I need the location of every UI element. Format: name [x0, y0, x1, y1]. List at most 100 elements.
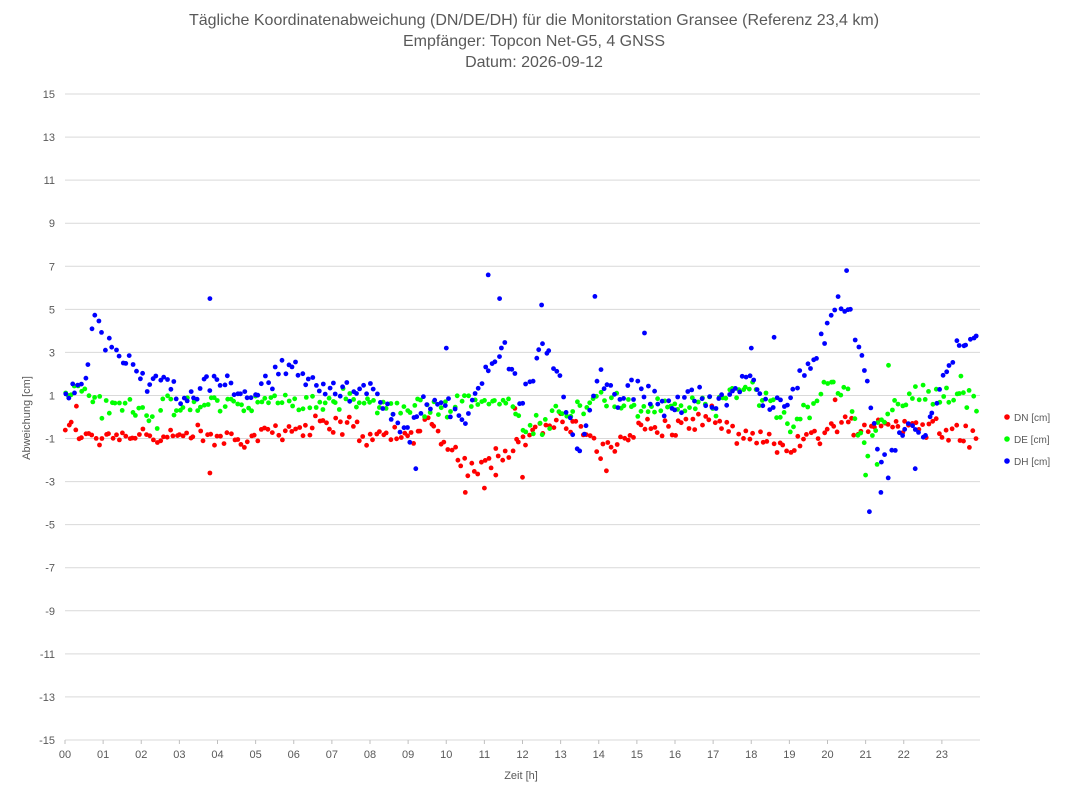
data-point	[713, 413, 719, 419]
data-point	[452, 406, 458, 412]
data-point	[605, 440, 611, 445]
data-point	[666, 424, 671, 429]
data-point	[537, 420, 543, 426]
data-point	[648, 426, 654, 432]
data-point	[742, 384, 748, 390]
x-tick-label: 20	[821, 749, 833, 761]
y-tick-label: -15	[39, 735, 55, 747]
data-point	[293, 359, 298, 365]
data-point	[503, 400, 509, 406]
data-point	[273, 423, 278, 429]
data-point	[845, 419, 851, 425]
data-point	[553, 417, 559, 423]
data-point	[874, 462, 880, 467]
data-point	[324, 420, 329, 426]
data-point	[388, 437, 394, 443]
y-tick-label: 15	[43, 89, 55, 101]
data-point	[831, 423, 837, 429]
data-point	[520, 400, 526, 406]
data-point	[276, 371, 281, 377]
data-point	[713, 406, 719, 411]
data-point	[594, 449, 600, 454]
data-point	[604, 468, 609, 474]
data-point	[563, 426, 569, 432]
data-point	[570, 409, 576, 414]
data-point	[165, 377, 170, 382]
data-point	[946, 399, 952, 405]
data-point	[961, 390, 966, 396]
data-point	[802, 373, 807, 378]
data-point	[559, 411, 565, 417]
data-point	[140, 370, 146, 376]
data-point	[314, 383, 319, 388]
data-point	[133, 413, 138, 418]
data-point	[497, 296, 502, 301]
data-point	[879, 459, 884, 465]
data-point	[401, 404, 407, 409]
data-point	[530, 431, 536, 437]
data-point	[137, 432, 142, 437]
x-tick-label: 12	[516, 749, 528, 761]
data-point	[781, 410, 787, 415]
data-point	[929, 410, 935, 416]
data-point	[838, 392, 844, 398]
data-point	[221, 441, 227, 446]
x-tick-label: 04	[211, 749, 223, 761]
data-point	[371, 398, 376, 403]
data-points	[62, 268, 979, 515]
data-point	[673, 433, 678, 438]
data-point	[296, 407, 302, 413]
data-point	[198, 404, 203, 410]
data-point	[951, 397, 956, 403]
data-point	[612, 391, 617, 397]
data-point	[270, 386, 275, 392]
data-point	[608, 383, 614, 388]
data-point	[830, 379, 836, 385]
data-point	[242, 445, 247, 450]
data-point	[601, 386, 607, 392]
data-point	[244, 395, 250, 401]
data-point	[370, 386, 376, 392]
data-point	[408, 430, 414, 435]
data-point	[280, 437, 285, 443]
data-point	[575, 399, 580, 405]
data-point	[417, 428, 423, 434]
data-point	[627, 433, 633, 438]
data-point	[941, 394, 947, 399]
chart-title-line-3: Datum: 2026-09-12	[465, 54, 603, 71]
data-point	[867, 509, 872, 515]
data-point	[191, 395, 196, 401]
data-point	[930, 418, 936, 424]
data-point	[96, 318, 102, 324]
data-point	[370, 437, 375, 443]
data-point	[204, 374, 209, 379]
data-point	[367, 399, 372, 405]
data-point	[303, 395, 309, 400]
data-point	[469, 397, 475, 403]
data-point	[286, 398, 292, 404]
data-point	[542, 417, 548, 422]
data-point	[723, 395, 729, 401]
data-point	[231, 392, 237, 398]
data-point	[68, 419, 74, 425]
data-point	[356, 438, 362, 444]
data-point	[933, 416, 939, 422]
x-tick-label: 13	[555, 749, 567, 761]
data-point	[239, 402, 244, 408]
data-point	[502, 340, 508, 345]
data-point	[92, 312, 98, 318]
data-point	[502, 448, 508, 454]
data-point	[144, 389, 150, 394]
data-point	[244, 439, 250, 445]
data-point	[99, 415, 105, 421]
data-point	[797, 416, 803, 422]
data-point	[455, 457, 461, 463]
data-point	[523, 381, 528, 387]
data-point	[307, 405, 313, 411]
data-point	[482, 398, 487, 403]
chart-title-line-1: Tägliche Koordinatenabweichung (DN/DE/DH…	[188, 12, 880, 29]
data-point	[475, 471, 481, 477]
data-point	[750, 430, 755, 436]
data-point	[926, 421, 932, 427]
data-point	[937, 387, 942, 392]
